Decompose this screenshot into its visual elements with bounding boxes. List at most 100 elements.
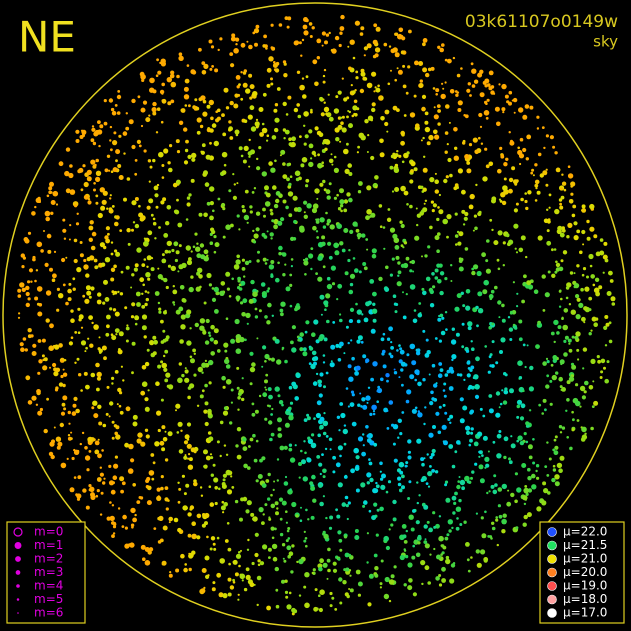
star — [549, 379, 553, 383]
star — [554, 445, 559, 450]
star — [210, 351, 215, 356]
star — [381, 473, 386, 479]
star — [319, 416, 325, 422]
star — [465, 430, 471, 435]
star — [231, 486, 235, 489]
star — [573, 235, 579, 241]
star — [454, 450, 458, 454]
star — [97, 438, 100, 441]
star — [124, 526, 128, 530]
star — [32, 257, 36, 262]
star — [572, 204, 577, 209]
star — [228, 189, 232, 193]
star — [181, 298, 186, 303]
star — [183, 94, 190, 100]
star — [109, 307, 113, 311]
star — [366, 43, 372, 49]
star — [240, 71, 243, 74]
star — [243, 214, 250, 221]
star — [572, 418, 575, 422]
star — [322, 420, 329, 427]
star — [163, 367, 168, 372]
star — [162, 197, 167, 202]
star — [590, 329, 593, 332]
star — [503, 436, 509, 442]
star — [37, 371, 41, 375]
star — [237, 408, 240, 411]
star — [391, 190, 395, 193]
star — [396, 281, 402, 287]
star — [36, 302, 40, 306]
star — [252, 240, 257, 244]
star — [261, 291, 267, 297]
star — [146, 500, 152, 506]
star — [191, 152, 197, 159]
star — [479, 92, 485, 98]
star — [347, 45, 350, 48]
star — [229, 136, 234, 140]
star — [424, 126, 431, 133]
star — [252, 91, 258, 97]
star — [145, 434, 150, 439]
star — [211, 123, 217, 128]
star — [289, 457, 296, 463]
star — [86, 468, 90, 472]
star — [464, 247, 469, 251]
star — [212, 581, 216, 585]
star — [258, 146, 262, 150]
star — [241, 377, 244, 380]
star — [508, 101, 512, 106]
star — [348, 289, 354, 295]
star — [356, 151, 359, 154]
star — [252, 291, 258, 298]
star — [433, 129, 438, 135]
star — [71, 456, 75, 461]
star — [283, 559, 287, 563]
star — [533, 289, 539, 295]
star — [386, 427, 390, 430]
star — [208, 283, 212, 287]
star — [348, 172, 353, 176]
star — [431, 397, 435, 401]
star — [368, 509, 372, 513]
star — [365, 425, 369, 429]
star — [72, 287, 76, 291]
star — [495, 391, 501, 396]
star — [248, 44, 253, 50]
star — [350, 390, 355, 394]
star — [279, 445, 285, 451]
star — [304, 537, 308, 540]
star — [240, 549, 242, 552]
star — [90, 494, 96, 500]
star — [346, 517, 349, 521]
star — [467, 326, 472, 331]
star — [479, 125, 483, 128]
star — [205, 318, 210, 324]
star — [89, 220, 94, 225]
star — [284, 422, 290, 428]
star — [208, 334, 212, 337]
star — [581, 426, 587, 433]
star — [123, 152, 126, 155]
star — [144, 428, 149, 432]
star — [406, 389, 412, 395]
star — [257, 474, 263, 479]
star — [161, 362, 167, 369]
star — [154, 193, 159, 198]
star — [67, 288, 72, 294]
star — [276, 458, 280, 461]
star — [350, 468, 355, 474]
star — [82, 164, 86, 168]
star — [337, 482, 343, 488]
brightness-swatch — [547, 581, 557, 591]
star — [604, 315, 609, 319]
star — [361, 313, 364, 316]
star — [379, 582, 383, 586]
star — [187, 457, 190, 460]
star — [302, 258, 306, 262]
star — [87, 198, 91, 201]
star — [345, 325, 349, 329]
star — [431, 363, 436, 368]
star — [441, 424, 447, 430]
star — [424, 538, 427, 541]
